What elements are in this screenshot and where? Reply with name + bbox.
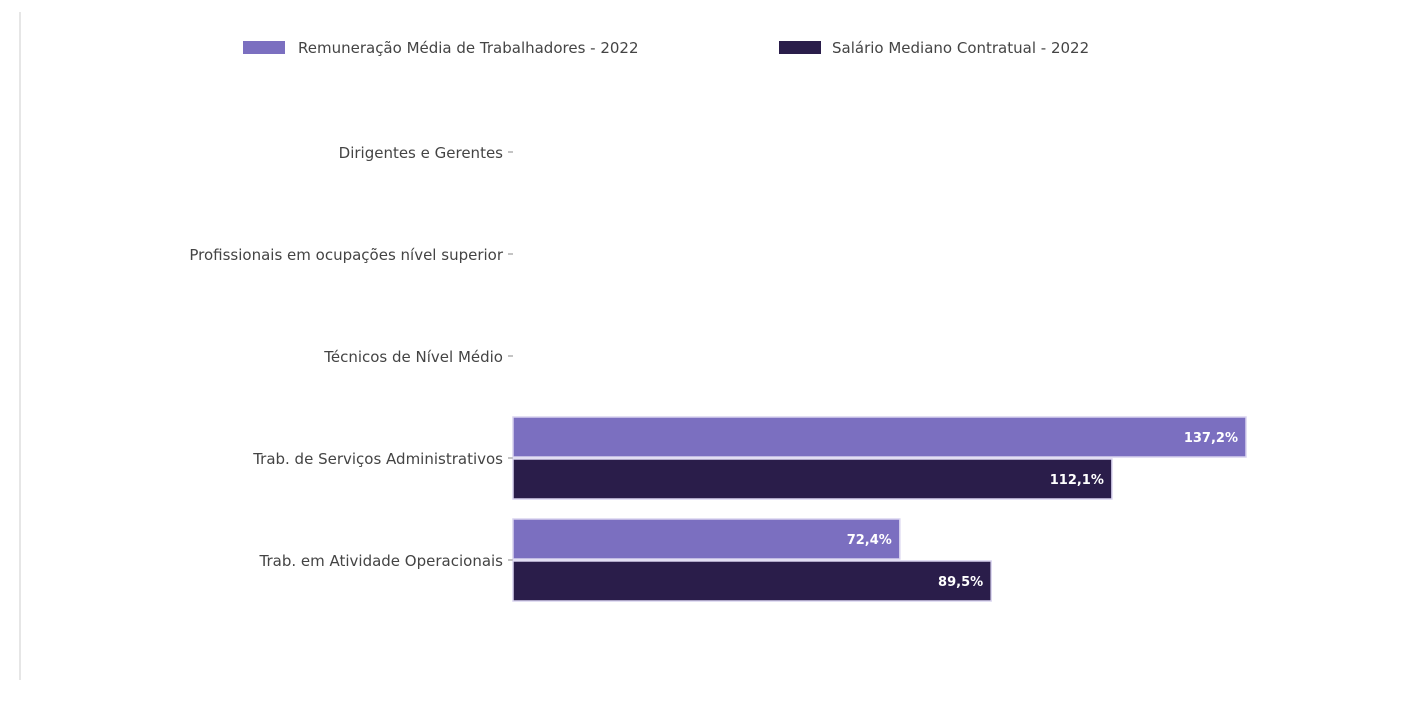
- legend-label-2: Salário Mediano Contratual - 2022: [832, 39, 1089, 57]
- y-axis: Dirigentes e Gerentes Profissionais em oc…: [189, 144, 513, 570]
- category-label: Trab. em Atividade Operacionais: [259, 552, 504, 570]
- bar-value-label: 112,1%: [1050, 473, 1104, 488]
- left-divider: [19, 12, 21, 680]
- category-label: Técnicos de Nível Médio: [323, 348, 503, 366]
- bar-value-label: 72,4%: [847, 533, 892, 548]
- bars: [512, 416, 1247, 602]
- bar-value-label: 89,5%: [938, 575, 983, 590]
- legend: Remuneração Média de Trabalhadores - 202…: [243, 39, 1089, 57]
- bar-value-label: 137,2%: [1184, 431, 1238, 446]
- legend-swatch-1: [243, 41, 285, 54]
- bar-series-1-3: [512, 416, 1247, 458]
- legend-label-1: Remuneração Média de Trabalhadores - 202…: [298, 39, 639, 57]
- bar-series-1-4: [512, 518, 901, 560]
- category-label: Dirigentes e Gerentes: [339, 144, 504, 162]
- bar-series-2-4: [512, 560, 992, 602]
- category-label: Profissionais em ocupações nível superio…: [189, 246, 503, 264]
- bar-labels: 137,2% 72,4% 112,1% 89,5%: [847, 431, 1238, 590]
- legend-swatch-2: [779, 41, 821, 54]
- bar-series-2-3: [512, 458, 1113, 500]
- category-label: Trab. de Serviços Administrativos: [252, 450, 503, 468]
